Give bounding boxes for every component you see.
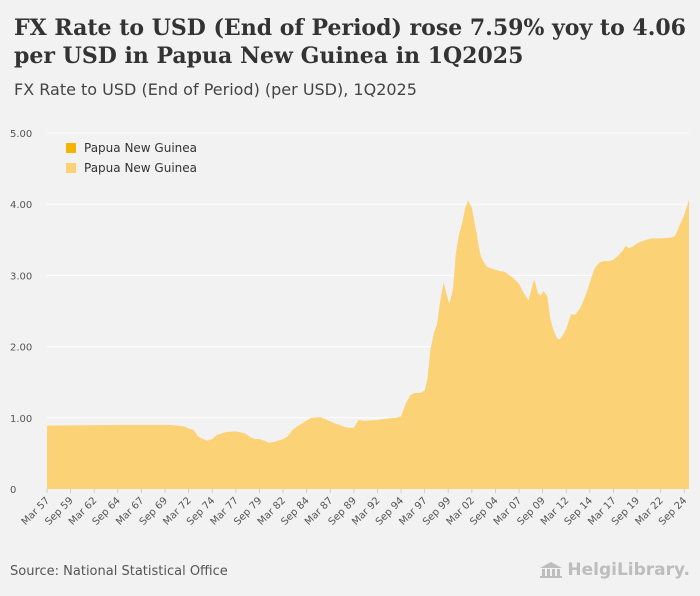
brand-name: HelgiLibrary. — [567, 560, 690, 580]
area-series-papua-new-guinea — [47, 199, 689, 489]
chart-subtitle: FX Rate to USD (End of Period) (per USD)… — [14, 80, 417, 99]
legend-swatch — [66, 143, 76, 153]
y-tick-label: 4.00 — [10, 200, 32, 211]
y-tick-label: 3.00 — [10, 271, 32, 282]
legend-label: Papua New Guinea — [84, 141, 197, 155]
footer-panel — [0, 551, 700, 596]
legend-label: Papua New Guinea — [84, 161, 197, 175]
y-tick-label: 5.00 — [10, 129, 32, 140]
source-note: Source: National Statistical Office — [10, 564, 228, 579]
brand-logo: HelgiLibrary. — [539, 560, 690, 580]
y-tick-label: 2.00 — [10, 343, 32, 354]
chart-title: FX Rate to USD (End of Period) rose 7.59… — [14, 15, 686, 69]
library-building-icon — [540, 562, 563, 578]
y-tick-label: 0 — [10, 485, 16, 496]
header-panel — [0, 0, 700, 113]
y-tick-label: 1.00 — [10, 414, 32, 425]
legend-swatch — [66, 163, 76, 173]
